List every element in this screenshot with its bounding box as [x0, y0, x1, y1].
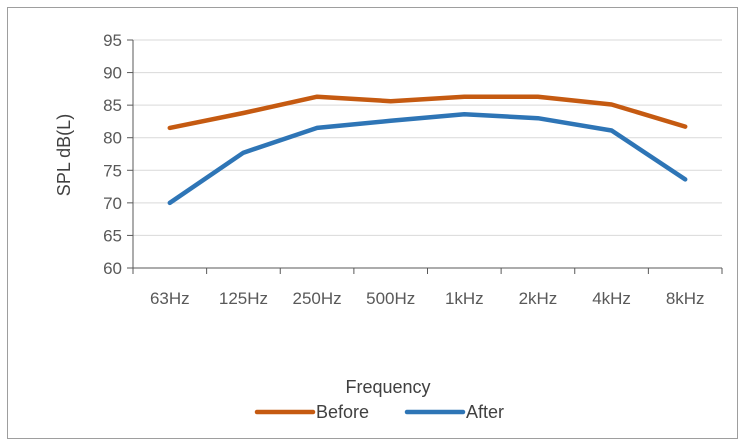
y-tick-label: 85 [103, 96, 122, 115]
x-axis-title: Frequency [345, 377, 430, 397]
x-tick-label: 1kHz [445, 289, 484, 308]
x-tick-label: 8kHz [666, 289, 705, 308]
y-tick-label: 80 [103, 129, 122, 148]
y-tick-label: 90 [103, 64, 122, 83]
y-tick-label: 65 [103, 226, 122, 245]
y-axis-title: SPL dB(L) [54, 114, 74, 196]
series-lines [167, 94, 688, 206]
y-tick-label: 75 [103, 161, 122, 180]
x-tick-label: 125Hz [219, 289, 268, 308]
axes [127, 39, 723, 274]
x-tick-label: 63Hz [150, 289, 190, 308]
legend-label-before: Before [316, 402, 369, 422]
x-tick-label: 500Hz [366, 289, 415, 308]
x-tick-labels: 63Hz 125Hz 250Hz 500Hz 1kHz 2kHz 4kHz 8kHz [150, 289, 705, 308]
chart-frame [7, 7, 738, 439]
y-tick-label: 70 [103, 194, 122, 213]
x-tick-label: 2kHz [519, 289, 558, 308]
series-line-before [167, 94, 688, 131]
legend: Before After [254, 402, 504, 422]
y-tick-labels: 60 65 70 75 80 85 90 95 [103, 31, 122, 278]
gridlines [133, 39, 722, 236]
series-line-after [167, 112, 688, 206]
legend-label-after: After [466, 402, 504, 422]
y-tick-label: 95 [103, 31, 122, 50]
x-tick-label: 250Hz [292, 289, 341, 308]
y-tick-label: 60 [103, 259, 122, 278]
x-tick-label: 4kHz [592, 289, 631, 308]
